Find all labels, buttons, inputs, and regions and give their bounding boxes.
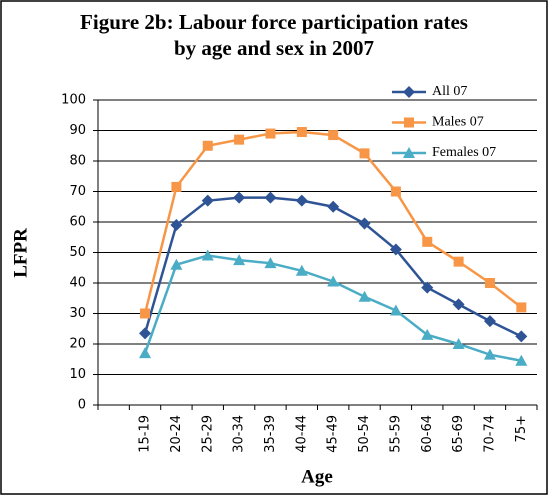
marker (328, 130, 339, 141)
marker (359, 148, 370, 159)
y-tick-label: 30 (69, 306, 86, 321)
marker (296, 127, 307, 138)
marker (264, 257, 277, 269)
y-tick-label: 20 (69, 337, 86, 352)
marker (452, 338, 465, 349)
marker (170, 219, 183, 232)
x-tick-label: 15-19 (138, 415, 153, 453)
marker (140, 308, 151, 319)
x-tick-label: 75+ (514, 415, 529, 442)
y-tick-label: 100 (61, 93, 86, 108)
legend-marker (404, 117, 414, 128)
marker (483, 315, 496, 328)
marker (327, 200, 340, 213)
marker (295, 264, 308, 276)
x-tick-label: 60-64 (420, 415, 435, 453)
y-tick-label: 40 (69, 276, 86, 291)
y-tick-label: 60 (69, 215, 86, 230)
marker (234, 134, 245, 145)
marker (484, 278, 495, 288)
marker (515, 354, 528, 366)
x-tick-label: 45-49 (326, 415, 341, 453)
marker (139, 347, 152, 359)
marker (421, 281, 434, 294)
marker (358, 217, 371, 230)
x-tick-label: 70-74 (482, 415, 497, 453)
marker (452, 298, 465, 311)
x-tick-label: 35-39 (263, 415, 278, 453)
legend-label: Males 07 (432, 115, 484, 130)
x-tick-label: 25-29 (200, 415, 215, 453)
marker (516, 302, 527, 313)
x-tick-label: 20-24 (169, 415, 184, 453)
y-axis-label: LFPR (10, 228, 31, 278)
marker (201, 249, 214, 261)
marker (389, 243, 402, 256)
marker (389, 304, 402, 316)
y-tick-label: 10 (69, 367, 86, 382)
marker (515, 330, 528, 343)
marker (421, 328, 434, 340)
y-tick-label: 80 (69, 154, 86, 169)
x-tick-label: 65-69 (451, 415, 466, 453)
legend-marker (403, 147, 415, 158)
x-tick-label: 50-54 (357, 415, 372, 453)
marker (422, 236, 433, 247)
marker (233, 191, 246, 204)
legend-label: All 07 (432, 84, 467, 99)
marker (483, 348, 496, 360)
y-tick-label: 90 (69, 123, 86, 138)
marker (453, 256, 464, 267)
x-tick-label: 55-59 (388, 415, 403, 453)
marker (201, 194, 214, 207)
marker (139, 327, 152, 340)
y-tick-label: 50 (69, 245, 86, 260)
x-tick-label: 40-44 (294, 415, 309, 453)
marker (327, 275, 340, 287)
marker (295, 194, 308, 207)
marker (265, 128, 276, 139)
marker (233, 254, 246, 266)
marker (358, 290, 371, 302)
legend-marker (403, 86, 415, 98)
x-axis-label: Age (301, 466, 333, 487)
y-tick-label: 70 (69, 184, 86, 199)
marker (202, 140, 213, 151)
x-tick-label: 30-34 (232, 415, 247, 453)
marker (264, 191, 277, 204)
chart-title: Figure 2b: Labour force participation ra… (80, 10, 468, 60)
marker (171, 181, 182, 192)
legend-label: Females 07 (432, 145, 496, 160)
y-tick-label: 0 (78, 398, 86, 413)
marker (170, 258, 183, 270)
marker (390, 186, 401, 197)
